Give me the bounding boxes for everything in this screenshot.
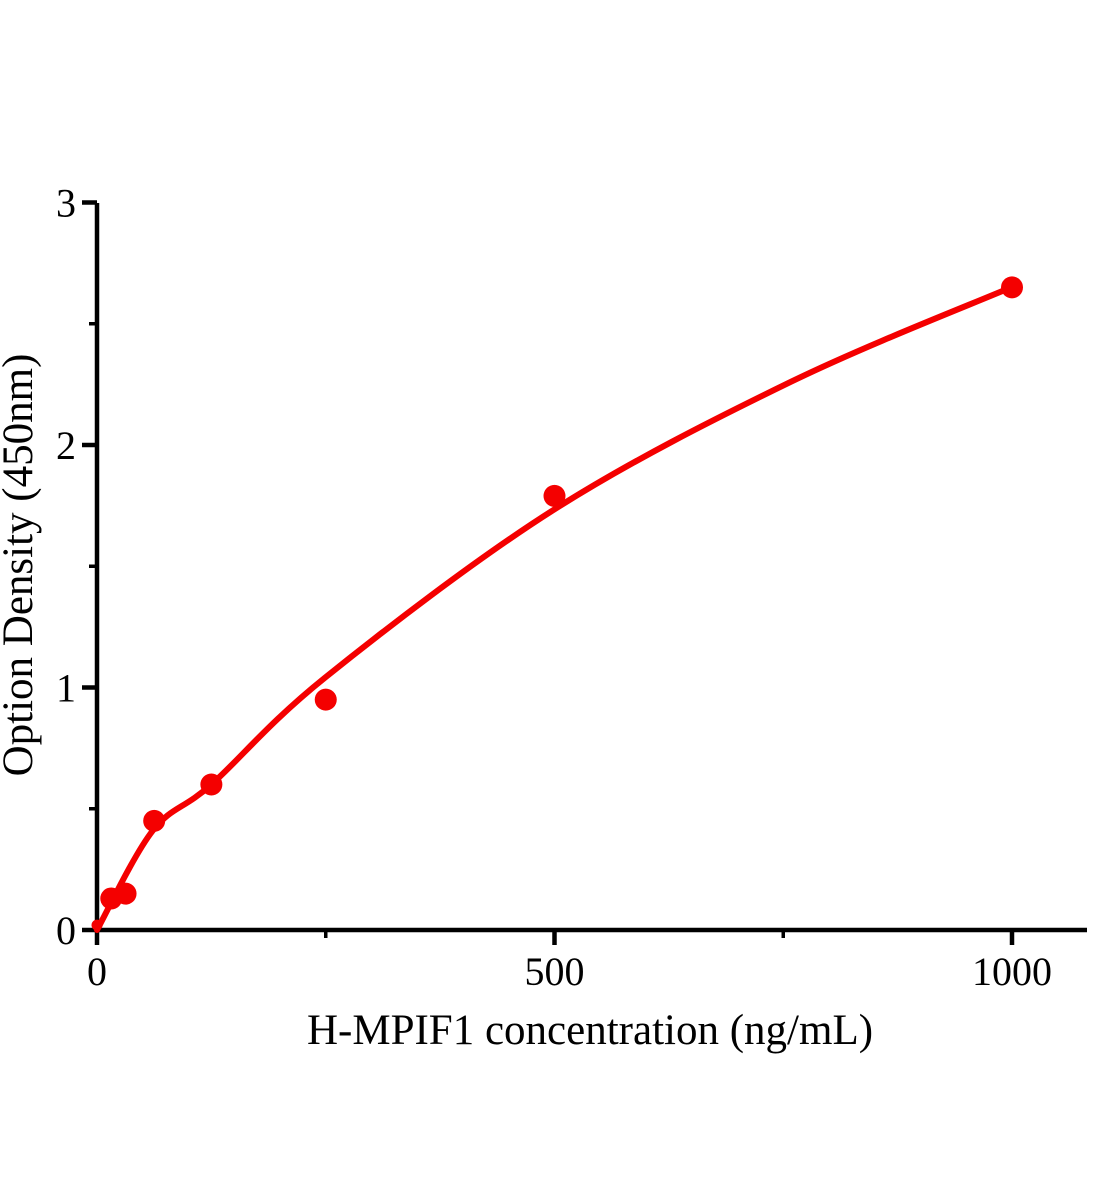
data-point bbox=[543, 484, 566, 507]
data-point bbox=[200, 773, 223, 796]
data-point bbox=[1001, 276, 1023, 299]
data-point bbox=[314, 688, 337, 711]
y-axis-title: Option Density (450nm) bbox=[0, 353, 42, 777]
y-tick-label: 0 bbox=[56, 908, 76, 953]
y-tick-label: 1 bbox=[56, 666, 76, 711]
x-tick-label: 1000 bbox=[972, 949, 1052, 994]
data-point bbox=[91, 919, 103, 931]
x-axis-title: H-MPIF1 concentration (ng/mL) bbox=[306, 1007, 874, 1054]
data-point bbox=[143, 809, 166, 832]
y-tick-label: 3 bbox=[56, 181, 76, 226]
data-point bbox=[114, 882, 137, 905]
y-tick-label: 2 bbox=[56, 423, 76, 468]
x-tick-label: 500 bbox=[525, 949, 585, 994]
fitted-curve bbox=[94, 284, 1015, 933]
x-tick-label: 0 bbox=[87, 949, 107, 994]
